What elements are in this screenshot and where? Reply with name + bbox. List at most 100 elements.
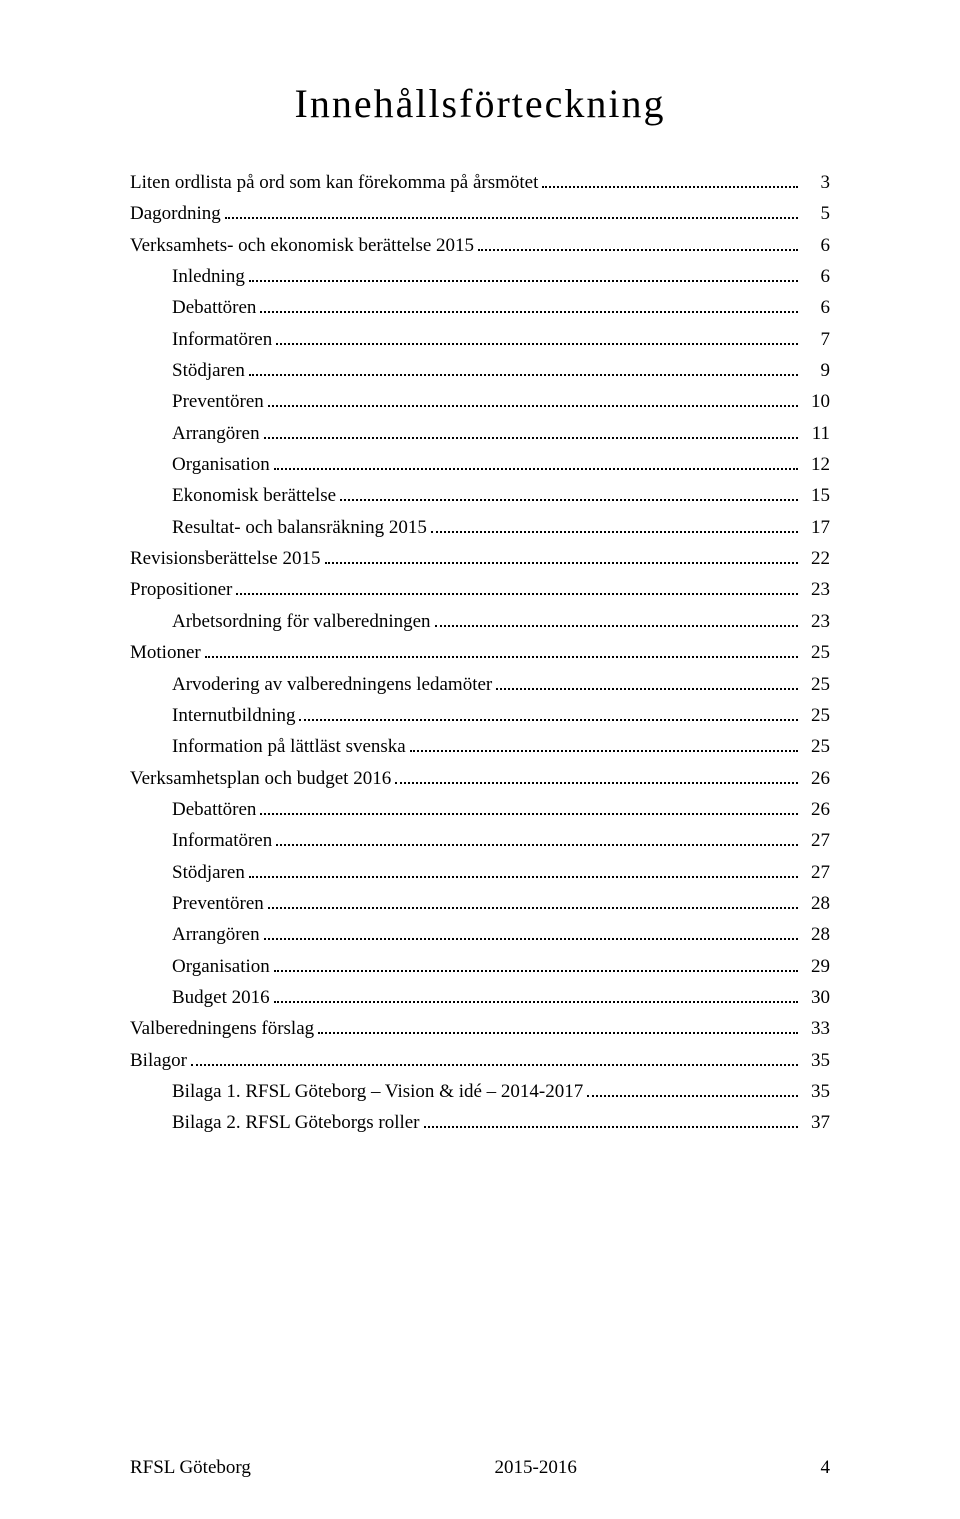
toc-leader-dots [268,906,798,909]
document-page: Innehållsförteckning Liten ordlista på o… [0,0,960,1519]
toc-page-number: 22 [802,543,830,574]
toc-leader-dots [264,436,798,439]
toc-page-number: 6 [802,261,830,292]
toc-leader-dots [276,342,798,345]
toc-label: Debattören [130,794,256,825]
toc-page-number: 28 [802,888,830,919]
table-of-contents: Liten ordlista på ord som kan förekomma … [130,167,830,1139]
toc-label: Debattören [130,292,256,323]
toc-row: Bilaga 2. RFSL Göteborgs roller 37 [130,1107,830,1138]
toc-leader-dots [435,624,798,627]
toc-label: Bilaga 2. RFSL Göteborgs roller [130,1107,420,1138]
toc-row: Revisionsberättelse 2015 22 [130,543,830,574]
toc-label: Dagordning [130,198,221,229]
toc-page-number: 25 [802,731,830,762]
toc-page-number: 25 [802,700,830,731]
toc-page-number: 25 [802,669,830,700]
toc-page-number: 15 [802,480,830,511]
toc-leader-dots [274,969,798,972]
toc-leader-dots [318,1031,798,1034]
toc-label: Organisation [130,449,270,480]
toc-leader-dots [478,248,798,251]
toc-leader-dots [260,310,798,313]
toc-row: Arbetsordning för valberedningen23 [130,606,830,637]
toc-leader-dots [191,1063,798,1066]
toc-label: Bilagor [130,1045,187,1076]
toc-leader-dots [274,467,798,470]
toc-page-number: 26 [802,763,830,794]
toc-row: Internutbildning 25 [130,700,830,731]
toc-label: Bilaga 1. RFSL Göteborg – Vision & idé –… [130,1076,583,1107]
toc-row: Liten ordlista på ord som kan förekomma … [130,167,830,198]
toc-leader-dots [249,279,798,282]
toc-row: Preventören 28 [130,888,830,919]
toc-page-number: 12 [802,449,830,480]
toc-row: Preventören 10 [130,386,830,417]
toc-row: Debattören 6 [130,292,830,323]
toc-row: Debattören 26 [130,794,830,825]
toc-label: Valberedningens förslag [130,1013,314,1044]
toc-label: Stödjaren [130,857,245,888]
toc-row: Propositioner23 [130,574,830,605]
footer-left: RFSL Göteborg [130,1457,251,1479]
toc-label: Arvodering av valberedningens ledamöter [130,669,492,700]
toc-row: Arvodering av valberedningens ledamöter 2… [130,669,830,700]
toc-label: Arrangören [130,919,260,950]
toc-label: Informatören [130,324,272,355]
toc-leader-dots [431,530,798,533]
toc-row: Budget 201630 [130,982,830,1013]
toc-row: Information på lättläst svenska 25 [130,731,830,762]
toc-leader-dots [249,373,798,376]
toc-leader-dots [236,592,798,595]
toc-leader-dots [274,1000,798,1003]
toc-leader-dots [276,843,798,846]
toc-row: Inledning 6 [130,261,830,292]
toc-page-number: 26 [802,794,830,825]
toc-page-number: 5 [802,198,830,229]
toc-page-number: 17 [802,512,830,543]
toc-page-number: 30 [802,982,830,1013]
toc-row: Stödjaren9 [130,355,830,386]
toc-label: Stödjaren [130,355,245,386]
toc-row: Resultat- och balansräkning 2015 17 [130,512,830,543]
toc-row: Stödjaren 27 [130,857,830,888]
toc-row: Motioner25 [130,637,830,668]
toc-row: Arrangören11 [130,418,830,449]
toc-page-number: 29 [802,951,830,982]
toc-page-number: 23 [802,574,830,605]
toc-label: Inledning [130,261,245,292]
toc-label: Internutbildning [130,700,295,731]
toc-page-number: 27 [802,825,830,856]
toc-label: Information på lättläst svenska [130,731,406,762]
page-title: Innehållsförteckning [130,80,830,127]
toc-page-number: 28 [802,919,830,950]
toc-label: Preventören [130,386,264,417]
toc-leader-dots [299,718,798,721]
toc-label: Revisionsberättelse 2015 [130,543,321,574]
toc-leader-dots [340,498,798,501]
toc-leader-dots [325,561,799,564]
toc-label: Arrangören [130,418,260,449]
toc-label: Informatören [130,825,272,856]
page-footer: RFSL Göteborg 2015-2016 4 [130,1457,830,1479]
toc-label: Preventören [130,888,264,919]
toc-row: Organisation 12 [130,449,830,480]
toc-leader-dots [587,1094,798,1097]
toc-leader-dots [260,812,798,815]
toc-label: Resultat- och balansräkning 2015 [130,512,427,543]
toc-page-number: 7 [802,324,830,355]
toc-row: Informatören 27 [130,825,830,856]
toc-label: Arbetsordning för valberedningen [130,606,431,637]
toc-label: Liten ordlista på ord som kan förekomma … [130,167,538,198]
toc-leader-dots [205,655,798,658]
toc-page-number: 10 [802,386,830,417]
toc-row: Informatören 7 [130,324,830,355]
toc-page-number: 37 [802,1107,830,1138]
toc-row: Ekonomisk berättelse15 [130,480,830,511]
toc-page-number: 6 [802,292,830,323]
toc-page-number: 27 [802,857,830,888]
toc-label: Motioner [130,637,201,668]
toc-leader-dots [496,687,798,690]
footer-right: 4 [820,1457,830,1479]
toc-label: Organisation [130,951,270,982]
